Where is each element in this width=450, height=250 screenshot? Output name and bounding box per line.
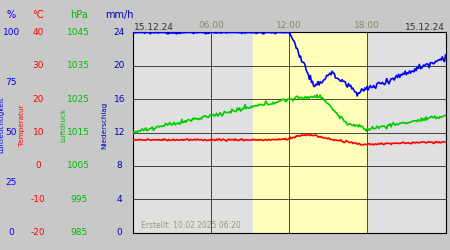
Text: Luftdruck: Luftdruck bbox=[60, 108, 66, 142]
Text: 15.12.24: 15.12.24 bbox=[134, 24, 174, 32]
Text: 16: 16 bbox=[113, 95, 125, 104]
Text: 995: 995 bbox=[70, 195, 87, 204]
Text: 50: 50 bbox=[5, 128, 17, 137]
Text: 0: 0 bbox=[36, 161, 41, 170]
Text: 18:00: 18:00 bbox=[354, 21, 380, 30]
Text: 06:00: 06:00 bbox=[198, 21, 224, 30]
Text: 30: 30 bbox=[32, 61, 44, 70]
Text: 8: 8 bbox=[117, 161, 122, 170]
Text: 40: 40 bbox=[32, 28, 44, 37]
Bar bbox=[253, 32, 367, 232]
Text: hPa: hPa bbox=[70, 10, 88, 20]
Text: %: % bbox=[7, 10, 16, 20]
Text: 0: 0 bbox=[117, 228, 122, 237]
Text: -10: -10 bbox=[31, 195, 45, 204]
Text: °C: °C bbox=[32, 10, 44, 20]
Text: 12:00: 12:00 bbox=[276, 21, 302, 30]
Text: 100: 100 bbox=[3, 28, 20, 37]
Text: 12: 12 bbox=[113, 128, 125, 137]
Text: 75: 75 bbox=[5, 78, 17, 87]
Text: Luftfeuchtigkeit: Luftfeuchtigkeit bbox=[0, 96, 4, 153]
Text: Erstellt: 10.02.2025 06:20: Erstellt: 10.02.2025 06:20 bbox=[141, 221, 241, 230]
Text: 25: 25 bbox=[5, 178, 17, 187]
Text: 24: 24 bbox=[113, 28, 125, 37]
Text: 1045: 1045 bbox=[68, 28, 90, 37]
Text: 10: 10 bbox=[32, 128, 44, 137]
Text: 15.12.24: 15.12.24 bbox=[405, 24, 445, 32]
Text: 20: 20 bbox=[32, 95, 44, 104]
Text: 0: 0 bbox=[9, 228, 14, 237]
Text: -20: -20 bbox=[31, 228, 45, 237]
Text: Temperatur: Temperatur bbox=[18, 104, 25, 146]
Text: 1035: 1035 bbox=[67, 61, 90, 70]
Text: mm/h: mm/h bbox=[105, 10, 134, 20]
Text: Niederschlag: Niederschlag bbox=[101, 101, 108, 149]
Text: 20: 20 bbox=[113, 61, 125, 70]
Text: 1025: 1025 bbox=[68, 95, 90, 104]
Text: 985: 985 bbox=[70, 228, 87, 237]
Text: 4: 4 bbox=[117, 195, 122, 204]
Text: 1015: 1015 bbox=[67, 128, 90, 137]
Text: 1005: 1005 bbox=[67, 161, 90, 170]
